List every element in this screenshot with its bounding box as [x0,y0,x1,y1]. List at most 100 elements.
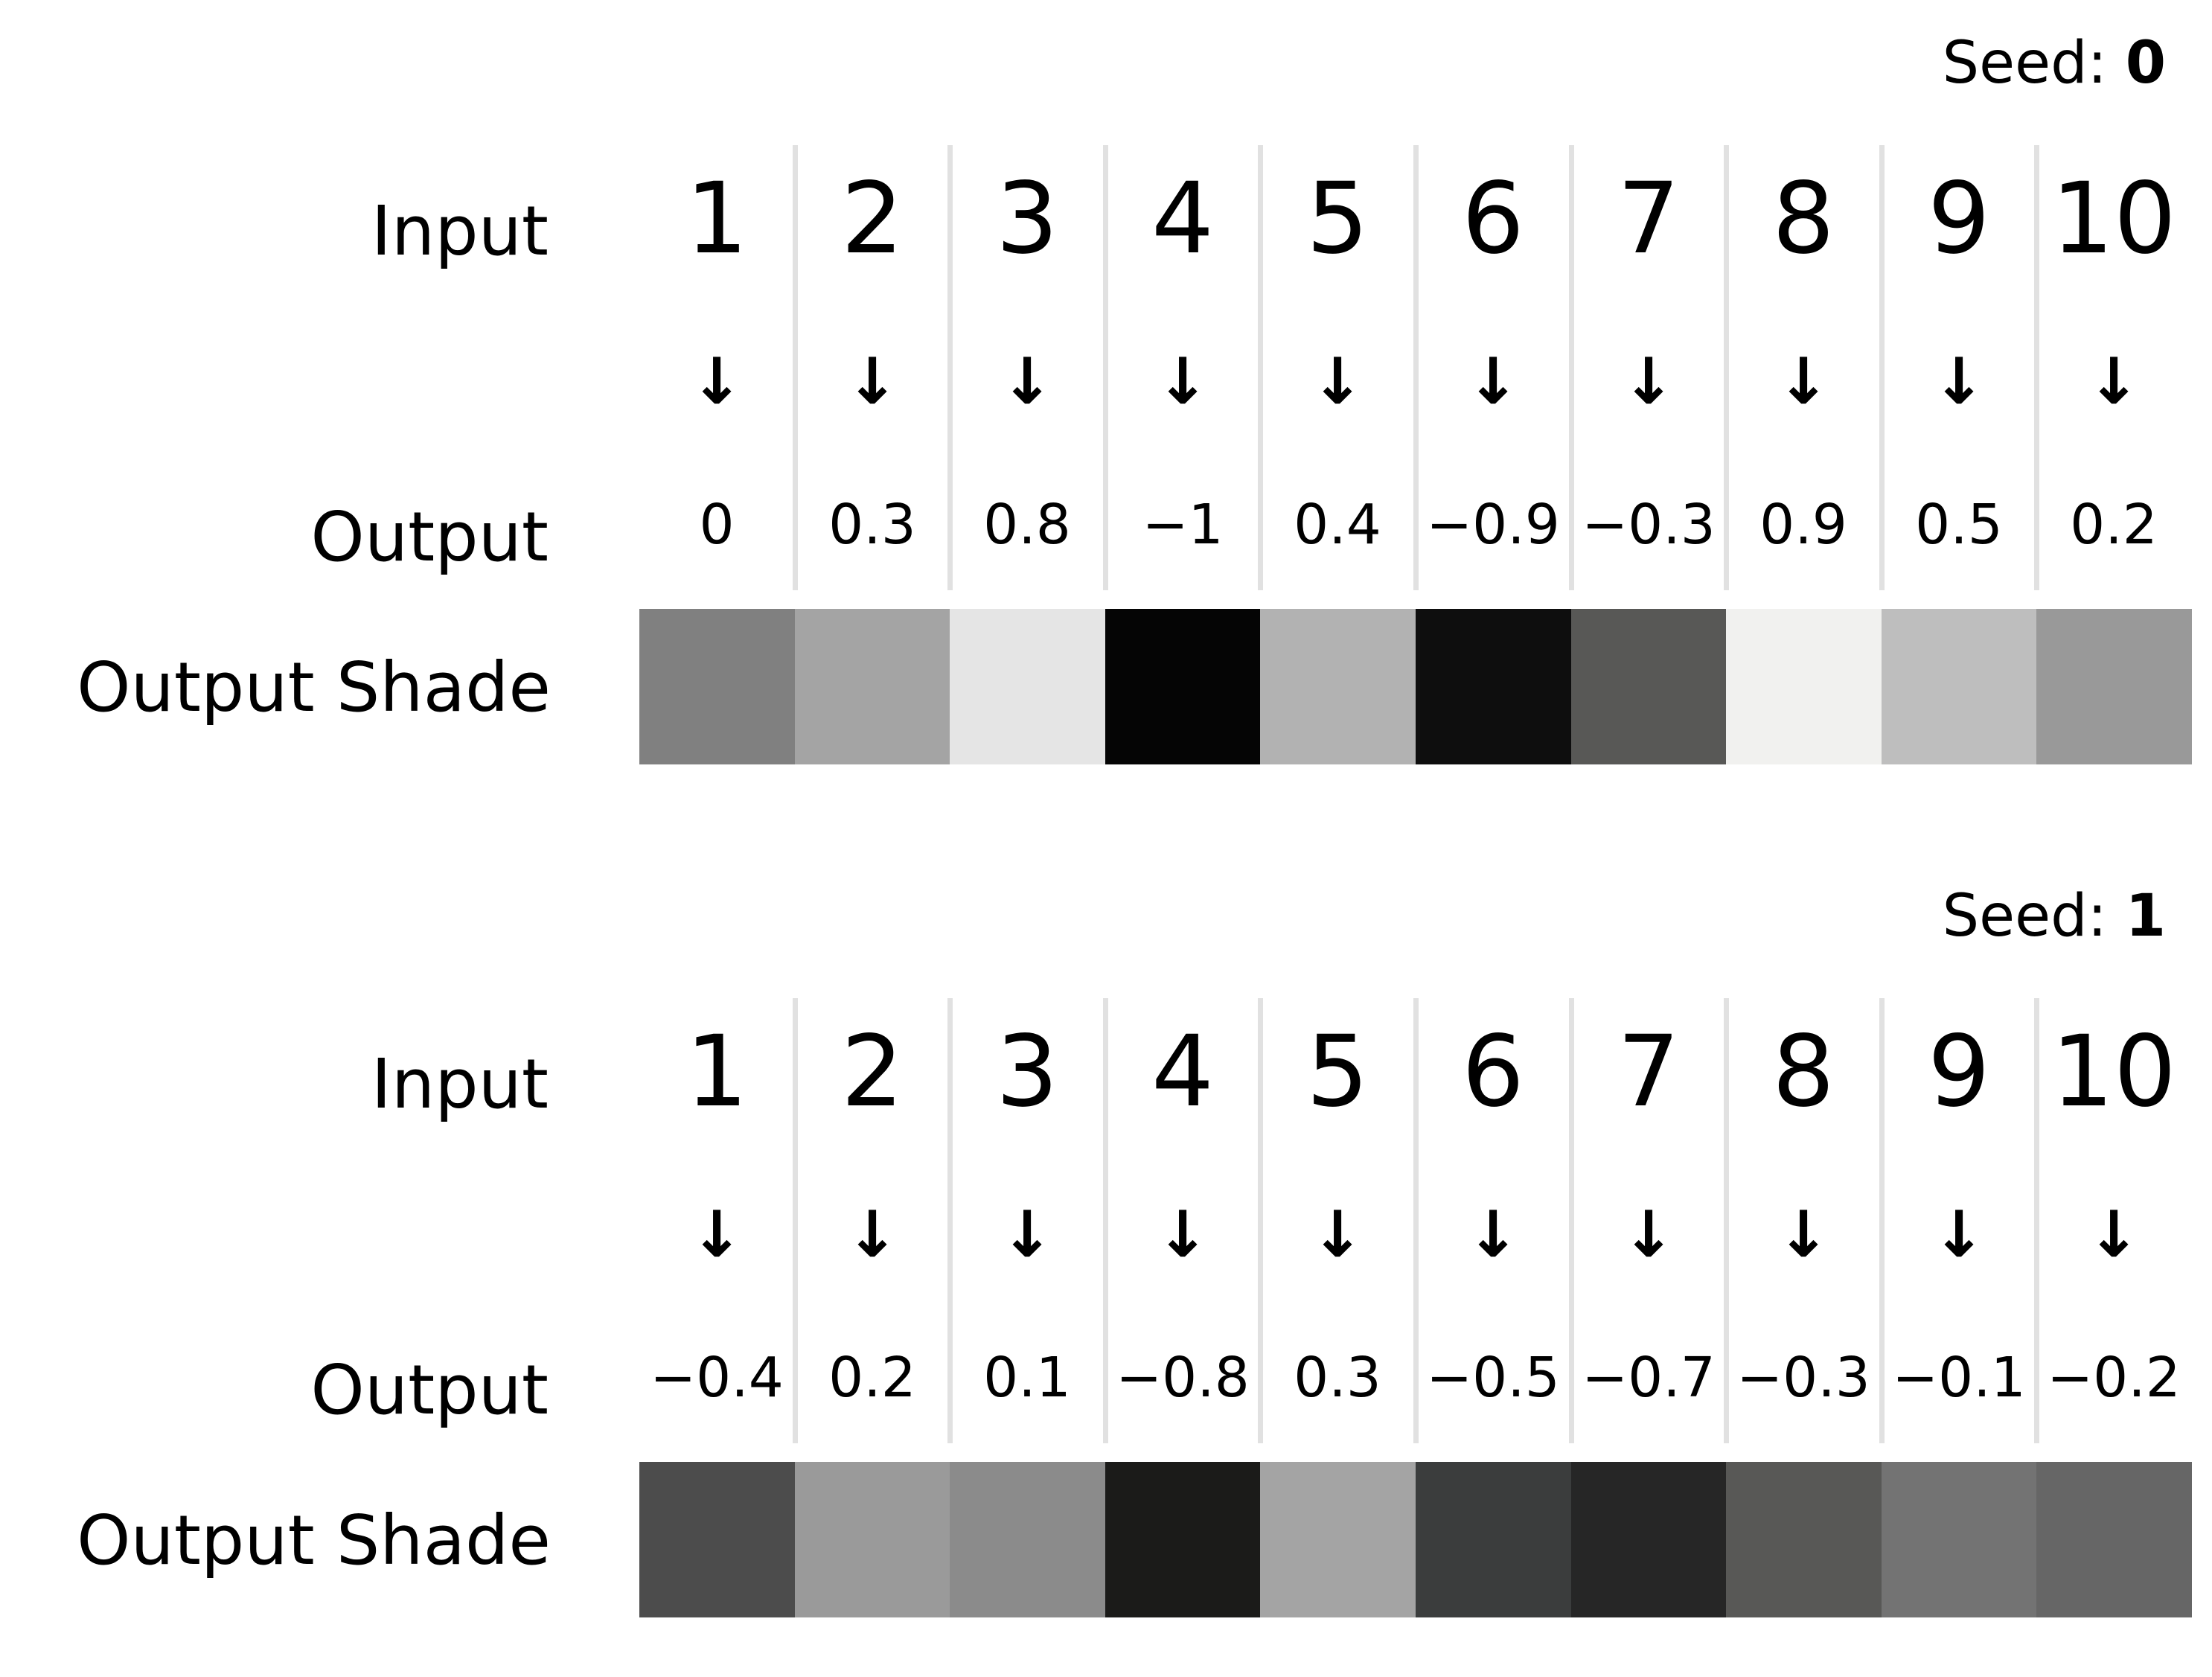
output-shade-row-label: Output Shade [77,648,551,727]
seed-panel-0: Seed: 0 Input Output Output Shade 1 ↓ 0 2 ↓ 0… [0,0,2212,824]
input-value: 7 [1617,162,1680,276]
down-arrow-icon: ↓ [1155,1198,1210,1272]
input-value: 3 [996,1015,1058,1129]
output-value: −0.8 [1116,1346,1250,1410]
down-arrow-icon: ↓ [1000,1198,1055,1272]
seed-label: Seed: 0 [1942,30,2166,97]
output-shade-swatch [795,1462,950,1617]
input-value: 7 [1617,1015,1680,1129]
output-row-label: Output [310,497,549,577]
output-value: −1 [1142,493,1224,557]
input-value: 2 [841,1015,904,1129]
down-arrow-icon: ↓ [2086,345,2141,419]
down-arrow-icon: ↓ [1310,1198,1365,1272]
output-shade-swatch [1105,609,1261,764]
output-value: −0.4 [650,1346,784,1410]
output-shade-swatch [2036,609,2192,764]
seed-value: 0 [2125,30,2166,97]
column-divider [1413,998,1419,1443]
output-value: −0.2 [2047,1346,2181,1410]
down-arrow-icon: ↓ [1465,345,1521,419]
output-shade-swatch [639,1462,795,1617]
down-arrow-icon: ↓ [845,345,900,419]
output-shade-swatch [1726,1462,1882,1617]
input-value: 5 [1306,1015,1369,1129]
input-value: 8 [1772,162,1835,276]
down-arrow-icon: ↓ [1776,1198,1831,1272]
output-value: 0.3 [1294,1346,1381,1410]
input-value: 6 [1462,1015,1524,1129]
column-divider [1258,145,1263,590]
column-divider [1724,998,1729,1443]
down-arrow-icon: ↓ [1931,1198,1986,1272]
down-arrow-icon: ↓ [689,1198,744,1272]
input-value: 10 [2051,162,2176,276]
output-shade-swatch [2036,1462,2192,1617]
column-divider [1413,145,1419,590]
input-value: 1 [685,1015,748,1129]
output-shade-swatch [1571,609,1727,764]
seed-panel-1: Seed: 1 Input Output Output Shade 1 ↓ −0.4… [0,853,2212,1677]
down-arrow-icon: ↓ [1000,345,1055,419]
input-value: 10 [2051,1015,2176,1129]
down-arrow-icon: ↓ [1931,345,1986,419]
down-arrow-icon: ↓ [1621,1198,1676,1272]
column-divider [793,998,798,1443]
output-value: −0.3 [1582,493,1716,557]
output-shade-swatch [1882,609,2037,764]
output-value: 0.4 [1294,493,1381,557]
input-value: 6 [1462,162,1524,276]
output-value: −0.7 [1582,1346,1716,1410]
input-value: 2 [841,162,904,276]
down-arrow-icon: ↓ [2086,1198,2141,1272]
seed-label: Seed: 1 [1942,883,2166,950]
input-value: 3 [996,162,1058,276]
input-row-label: Input [371,1044,549,1124]
output-value: 0.8 [983,493,1071,557]
output-value: 0.5 [1915,493,2003,557]
down-arrow-icon: ↓ [1776,345,1831,419]
down-arrow-icon: ↓ [1465,1198,1521,1272]
column-divider [1258,998,1263,1443]
input-value: 9 [1928,1015,1990,1129]
input-value: 1 [685,162,748,276]
output-shade-swatch [1416,1462,1571,1617]
output-value: −0.5 [1426,1346,1560,1410]
output-row-label: Output [310,1350,549,1430]
output-shade-swatch [639,609,795,764]
input-value: 4 [1151,1015,1214,1129]
down-arrow-icon: ↓ [845,1198,900,1272]
column-divider [1103,145,1108,590]
column-divider [1569,998,1574,1443]
output-value: 0.2 [828,1346,916,1410]
output-value: 0.1 [983,1346,1071,1410]
down-arrow-icon: ↓ [1155,345,1210,419]
column-divider [793,145,798,590]
output-shade-swatch [1571,1462,1727,1617]
column-divider [1724,145,1729,590]
column-divider [947,998,953,1443]
down-arrow-icon: ↓ [1310,345,1365,419]
output-shade-swatch [795,609,950,764]
down-arrow-icon: ↓ [1621,345,1676,419]
input-value: 5 [1306,162,1369,276]
output-value: 0.3 [828,493,916,557]
column-divider [1879,145,1885,590]
output-value: −0.1 [1892,1346,2026,1410]
input-value: 8 [1772,1015,1835,1129]
output-shade-swatch [1882,1462,2037,1617]
output-shade-swatch [950,609,1105,764]
column-divider [947,145,953,590]
output-value: 0.2 [2070,493,2158,557]
output-value: −0.9 [1426,493,1560,557]
output-shade-swatch [1726,609,1882,764]
output-shade-swatch [950,1462,1105,1617]
column-divider [1103,998,1108,1443]
column-divider [2034,145,2039,590]
output-shade-swatch [1416,609,1571,764]
column-divider [1569,145,1574,590]
column-divider [1879,998,1885,1443]
seed-value: 1 [2125,883,2166,950]
output-value: 0.9 [1759,493,1847,557]
output-shade-swatch [1260,1462,1416,1617]
